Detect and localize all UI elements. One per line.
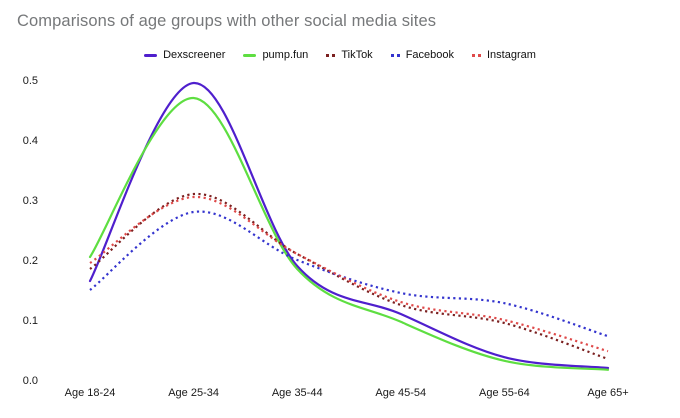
x-tick-label: Age 65+	[587, 387, 628, 399]
legend-dot	[326, 53, 330, 57]
legend-dot	[396, 53, 400, 57]
x-tick-label: Age 18-24	[65, 387, 116, 399]
legend-dotted-line-swatch	[326, 53, 336, 57]
y-tick-label: 0.3	[23, 195, 38, 207]
x-tick-label: Age 35-44	[272, 387, 323, 399]
y-tick-label: 0.1	[23, 315, 38, 327]
series-line-pump-fun	[88, 96, 610, 371]
legend-item-dexscreener: Dexscreener	[144, 49, 225, 61]
series-line-instagram	[89, 195, 609, 353]
legend-label: Instagram	[487, 49, 536, 61]
legend-label: Dexscreener	[163, 49, 226, 61]
legend-dotted-line-swatch	[390, 53, 400, 57]
legend-dot	[478, 53, 481, 57]
x-tick-label: Age 25-34	[168, 387, 219, 399]
legend-solid-line-swatch	[144, 53, 158, 57]
x-tick-label: Age 45-54	[375, 387, 426, 399]
y-tick-label: 0.5	[23, 75, 38, 87]
series-line-dexscreener	[88, 81, 610, 370]
legend-dot	[332, 53, 336, 57]
legend-item-instagram: Instagram	[472, 49, 536, 61]
legend-dot	[390, 53, 394, 57]
chart-title: Comparisons of age groups with other soc…	[17, 12, 437, 30]
legend-item-facebook: Facebook	[390, 49, 454, 61]
chart-legend: Dexscreener pump.fun TikTok Facebook Instagr…	[0, 49, 680, 61]
legend-dot	[472, 53, 475, 57]
legend-label: TikTok	[341, 49, 373, 61]
y-tick-label: 0.2	[23, 255, 38, 267]
legend-item-tiktok: TikTok	[326, 49, 373, 61]
x-tick-label: Age 55-64	[479, 387, 530, 399]
y-tick-label: 0.0	[23, 375, 38, 387]
legend-label: pump.fun	[262, 49, 309, 61]
legend-label: Facebook	[405, 49, 454, 61]
legend-item-pump-fun: pump.fun	[243, 49, 308, 61]
legend-solid-line-swatch	[243, 53, 257, 57]
legend-dotted-line-swatch	[472, 53, 481, 57]
y-tick-label: 0.4	[23, 135, 38, 147]
series-line-facebook	[89, 210, 609, 338]
series-line-tiktok	[89, 192, 609, 361]
